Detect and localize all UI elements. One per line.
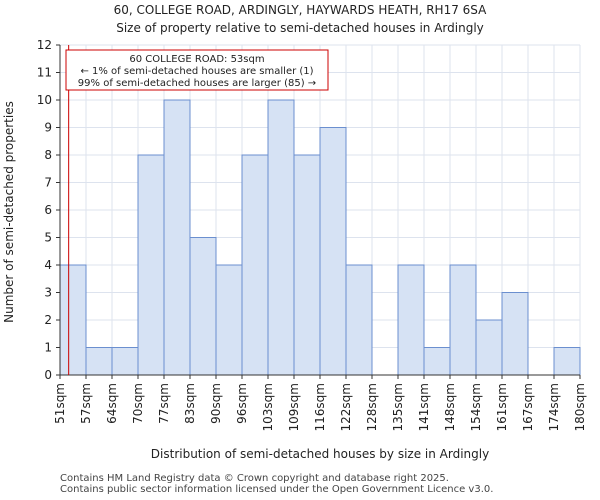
y-tick-label: 10	[37, 93, 52, 107]
y-tick-label: 6	[44, 203, 52, 217]
histogram-bar	[449, 264, 477, 376]
histogram-bar	[137, 154, 165, 376]
x-tick-label: 51sqm	[53, 383, 67, 424]
y-tick-label: 1	[44, 341, 52, 355]
y-tick-label: 0	[44, 368, 52, 382]
x-tick-label: 96sqm	[235, 383, 249, 424]
histogram-bar	[319, 127, 347, 376]
annotation-line-1: 60 COLLEGE ROAD: 53sqm	[129, 54, 264, 65]
histogram-bar	[241, 154, 269, 376]
y-tick-label: 7	[44, 176, 52, 190]
annotation-line-2: ← 1% of semi-detached houses are smaller…	[80, 66, 313, 77]
histogram-bar	[59, 264, 87, 376]
histogram-bar	[501, 292, 529, 376]
x-tick-label: 141sqm	[417, 383, 431, 431]
x-tick-label: 70sqm	[131, 383, 145, 424]
x-tick-label: 90sqm	[209, 383, 223, 424]
histogram-bar	[85, 347, 113, 376]
histogram-bar	[397, 264, 425, 376]
x-tick-label: 180sqm	[573, 383, 587, 431]
annotation-line-3: 99% of semi-detached houses are larger (…	[78, 78, 316, 89]
histogram-bar	[163, 99, 191, 376]
x-tick-label: 128sqm	[365, 383, 379, 431]
y-tick-label: 8	[44, 148, 52, 162]
annotation-box	[65, 49, 329, 91]
y-tick-label: 4	[44, 258, 52, 272]
x-axis-label: Distribution of semi-detached houses by …	[151, 447, 489, 461]
x-tick-label: 174sqm	[547, 383, 561, 431]
x-tick-label: 64sqm	[105, 383, 119, 424]
x-tick-label: 167sqm	[521, 383, 535, 431]
x-tick-label: 161sqm	[495, 383, 509, 431]
histogram-bar	[215, 264, 243, 376]
chart-subtitle: Size of property relative to semi-detach…	[116, 21, 484, 35]
y-tick-label: 3	[44, 286, 52, 300]
y-tick-label: 9	[44, 121, 52, 135]
x-tick-label: 83sqm	[183, 383, 197, 424]
y-tick-label: 12	[37, 38, 52, 52]
x-tick-label: 77sqm	[157, 383, 171, 424]
x-tick-label: 154sqm	[469, 383, 483, 431]
marker-layer: 60 COLLEGE ROAD: 53sqm← 1% of semi-detac…	[65, 45, 329, 375]
y-tick-label: 11	[37, 66, 52, 80]
histogram-bar	[293, 154, 321, 376]
x-tick-label: 122sqm	[339, 383, 353, 431]
histogram-bar	[423, 347, 451, 376]
y-tick-label: 5	[44, 231, 52, 245]
histogram-bar	[111, 347, 139, 376]
x-tick-label: 57sqm	[79, 383, 93, 424]
y-axis-label: Number of semi-detached properties	[2, 101, 16, 323]
bar-layer	[59, 99, 581, 376]
histogram-bar	[345, 264, 373, 376]
x-tick-label: 103sqm	[261, 383, 275, 431]
x-tick-label: 109sqm	[287, 383, 301, 431]
footer-line-1: Contains HM Land Registry data © Crown c…	[60, 473, 449, 484]
histogram-bar	[475, 319, 503, 376]
histogram-bar	[189, 237, 217, 376]
x-tick-label: 135sqm	[391, 383, 405, 431]
chart-title: 60, COLLEGE ROAD, ARDINGLY, HAYWARDS HEA…	[114, 3, 488, 17]
y-tick-label: 2	[44, 313, 52, 327]
histogram-bar	[553, 347, 581, 376]
histogram-bar	[267, 99, 295, 376]
footer-line-2: Contains public sector information licen…	[60, 484, 494, 495]
x-tick-label: 116sqm	[313, 383, 327, 431]
x-tick-label: 148sqm	[443, 383, 457, 431]
